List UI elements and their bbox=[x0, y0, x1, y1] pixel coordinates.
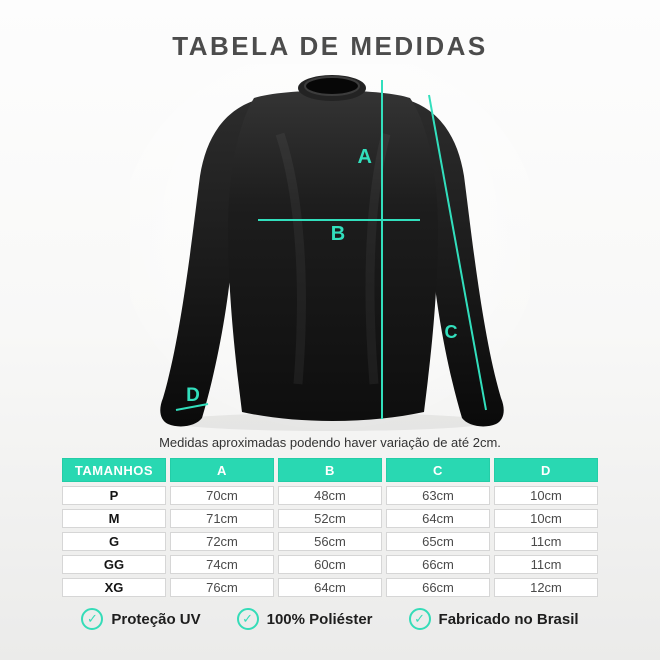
feature-label: 100% Poliéster bbox=[266, 610, 373, 628]
measure-label-b: B bbox=[331, 223, 345, 245]
measure-line-d bbox=[175, 403, 209, 411]
column-header-d: D bbox=[494, 458, 598, 482]
value-cell: 72cm bbox=[170, 532, 274, 551]
fabric-fold-highlight bbox=[275, 132, 306, 385]
shirt-shadow bbox=[170, 413, 490, 431]
feature-fabricado-brasil: ✓ Fabricado no Brasil bbox=[408, 608, 579, 630]
value-cell: 66cm bbox=[386, 555, 490, 574]
value-cell: 12cm bbox=[494, 578, 598, 597]
value-cell: 10cm bbox=[494, 509, 598, 528]
value-cell: 52cm bbox=[278, 509, 382, 528]
long-sleeve-shirt-image: A B C D bbox=[130, 64, 530, 431]
measure-label-d: D bbox=[186, 385, 200, 406]
measure-line-c bbox=[428, 94, 487, 411]
product-features-row: ✓ Proteção UV ✓ 100% Poliéster ✓ Fabrica… bbox=[0, 608, 660, 630]
size-cell: G bbox=[62, 532, 166, 551]
check-circle-icon: ✓ bbox=[236, 608, 259, 630]
check-circle-icon: ✓ bbox=[81, 608, 104, 630]
size-table: TAMANHOS A B C D P 70cm 48cm 63cm 10cm M… bbox=[62, 458, 598, 597]
measure-label-c: C bbox=[445, 322, 458, 342]
size-cell: P bbox=[62, 486, 166, 505]
value-cell: 63cm bbox=[386, 486, 490, 505]
value-cell: 11cm bbox=[494, 532, 598, 551]
value-cell: 56cm bbox=[278, 532, 382, 551]
feature-protecao-uv: ✓ Proteção UV bbox=[81, 608, 201, 630]
value-cell: 74cm bbox=[170, 555, 274, 574]
size-cell: XG bbox=[62, 578, 166, 597]
value-cell: 11cm bbox=[494, 555, 598, 574]
value-cell: 76cm bbox=[170, 578, 274, 597]
measure-label-a: A bbox=[358, 146, 372, 168]
check-circle-icon: ✓ bbox=[408, 608, 431, 630]
shirt-measurement-diagram: A B C D bbox=[130, 64, 530, 434]
column-header-b: B bbox=[278, 458, 382, 482]
value-cell: 70cm bbox=[170, 486, 274, 505]
shirt-collar-opening bbox=[305, 77, 359, 95]
column-header-tamanhos: TAMANHOS bbox=[62, 458, 166, 482]
size-cell: GG bbox=[62, 555, 166, 574]
value-cell: 10cm bbox=[494, 486, 598, 505]
value-cell: 66cm bbox=[386, 578, 490, 597]
size-cell: M bbox=[62, 509, 166, 528]
feature-label: Proteção UV bbox=[111, 610, 201, 628]
feature-label: Fabricado no Brasil bbox=[438, 610, 579, 628]
fabric-fold-highlight bbox=[365, 132, 391, 385]
value-cell: 71cm bbox=[170, 509, 274, 528]
value-cell: 64cm bbox=[278, 578, 382, 597]
page-title: TABELA DE MEDIDAS bbox=[172, 31, 488, 61]
value-cell: 48cm bbox=[278, 486, 382, 505]
shirt-collar-rim bbox=[304, 76, 360, 96]
column-header-a: A bbox=[170, 458, 274, 482]
column-header-c: C bbox=[386, 458, 490, 482]
value-cell: 60cm bbox=[278, 555, 382, 574]
feature-poliester: ✓ 100% Poliéster bbox=[236, 608, 373, 630]
measurement-disclaimer: Medidas aproximadas podendo haver variaç… bbox=[159, 435, 501, 450]
value-cell: 64cm bbox=[386, 509, 490, 528]
shirt-torso bbox=[228, 90, 438, 421]
value-cell: 65cm bbox=[386, 532, 490, 551]
